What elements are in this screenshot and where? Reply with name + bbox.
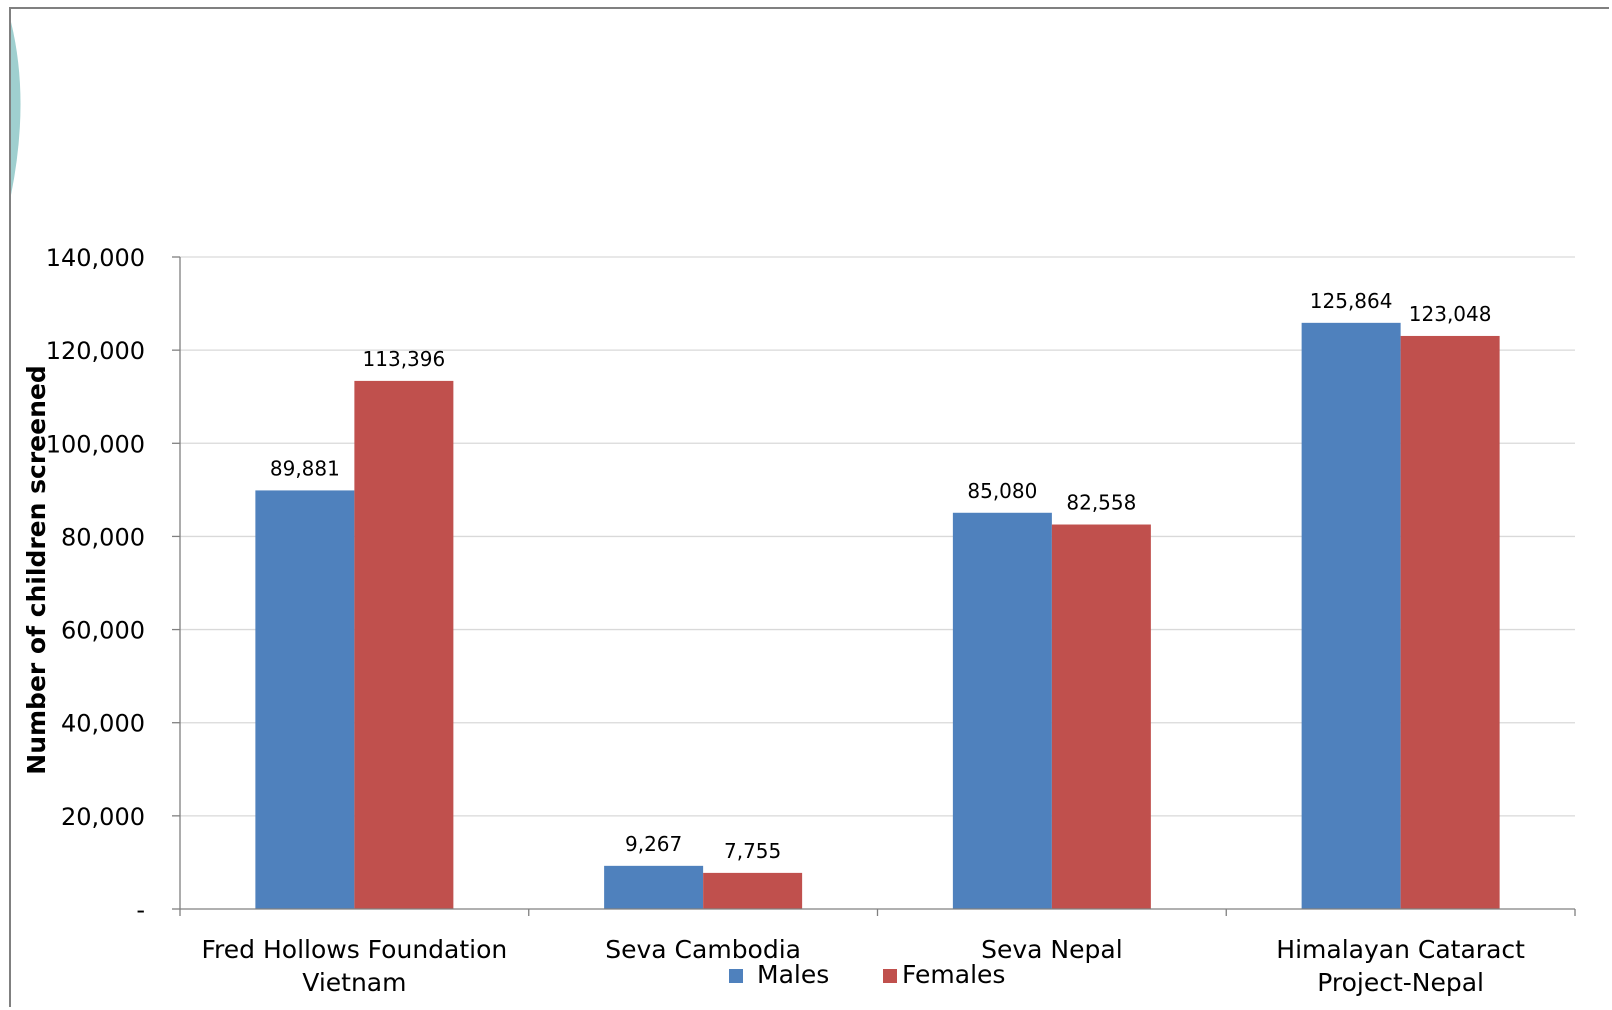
y-axis-label: Number of children screened: [22, 365, 51, 774]
bar-females-1: [354, 380, 454, 909]
legend: Males Females: [729, 960, 1005, 989]
bar-males-2: [604, 865, 704, 909]
data-label-males-2: 9,267: [625, 832, 682, 856]
bar-females-4: [1400, 335, 1500, 909]
bar-males-4: [1301, 322, 1401, 909]
x-category-label: Project-Nepal: [1317, 968, 1484, 997]
legend-swatch-males: [729, 969, 743, 983]
slide-frame: [9, 7, 1609, 1007]
x-category-label: Seva Nepal: [981, 935, 1123, 964]
bar-males-3: [952, 512, 1052, 909]
axes: - 20,000 40,000 60,000 80,000 100,000 120,000 1…: [46, 244, 1576, 997]
x-category-label: Seva Cambodia: [605, 935, 801, 964]
corner-decoration: [11, 22, 21, 195]
data-label-females-4: 123,048: [1409, 302, 1492, 326]
x-category-label: Vietnam: [302, 968, 406, 997]
data-label-males-1: 89,881: [270, 456, 340, 480]
data-label-males-3: 85,080: [967, 479, 1037, 503]
data-label-females-3: 82,558: [1066, 491, 1136, 515]
bar-females-3: [1051, 524, 1151, 909]
y-tick-label: 20,000: [61, 803, 145, 831]
bar-females-2: [703, 872, 803, 909]
legend-label-males: Males: [757, 960, 829, 989]
y-tick-label: 140,000: [46, 244, 145, 272]
legend-swatch-females: [883, 969, 897, 983]
y-tick-label: 100,000: [46, 430, 145, 458]
y-tick-label: 120,000: [46, 337, 145, 365]
y-tick-label: -: [136, 896, 145, 924]
teal-arc-shape: [11, 22, 21, 195]
y-tick-label: 40,000: [61, 710, 145, 738]
y-tick-label: 60,000: [61, 617, 145, 645]
y-tick-label: 80,000: [61, 523, 145, 551]
data-label-males-4: 125,864: [1310, 289, 1393, 313]
bars: [255, 322, 1500, 909]
legend-label-females: Females: [902, 960, 1005, 989]
data-labels: 89,881 113,396 9,267 7,755 85,080 82,558 125,8…: [270, 289, 1492, 863]
data-label-females-1: 113,396: [363, 347, 446, 371]
x-category-label: Himalayan Cataract: [1276, 935, 1525, 964]
data-label-females-2: 7,755: [724, 839, 781, 863]
x-category-label: Fred Hollows Foundation: [202, 935, 508, 964]
bar-males-1: [255, 490, 355, 909]
